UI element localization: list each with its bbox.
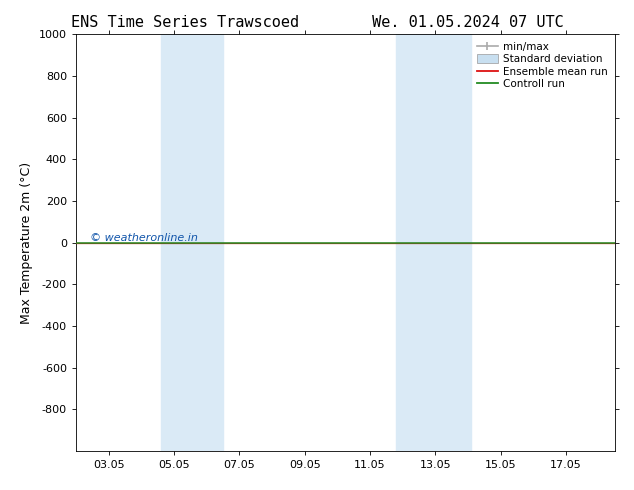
- Text: © weatheronline.in: © weatheronline.in: [89, 233, 197, 243]
- Bar: [396, 34, 471, 451]
- Bar: [161, 34, 223, 451]
- Y-axis label: Max Temperature 2m (°C): Max Temperature 2m (°C): [20, 162, 34, 323]
- Legend: min/max, Standard deviation, Ensemble mean run, Controll run: min/max, Standard deviation, Ensemble me…: [475, 40, 610, 92]
- Text: ENS Time Series Trawscoed        We. 01.05.2024 07 UTC: ENS Time Series Trawscoed We. 01.05.2024…: [70, 15, 564, 30]
